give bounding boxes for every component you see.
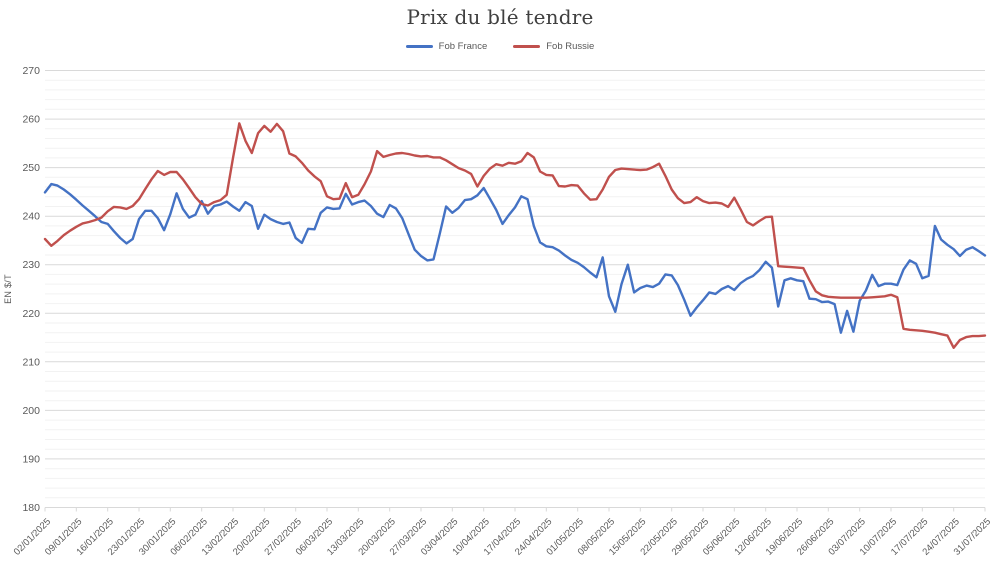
chart-legend: Fob France Fob Russie: [0, 41, 1000, 52]
y-tick-label: 250: [22, 162, 40, 174]
minor-gridlines: [45, 79, 985, 499]
series-line-fob-russie: [43, 122, 987, 349]
legend-item-fob-france: Fob France: [405, 41, 488, 52]
y-tick-label: 260: [22, 114, 40, 126]
legend-swatch-fob-france: [405, 45, 433, 48]
legend-swatch-fob-russie: [513, 45, 541, 48]
x-axis: [44, 507, 986, 512]
major-gridlines: [45, 70, 985, 508]
y-tick-label: 270: [22, 65, 40, 77]
series-line-fob-france: [43, 182, 987, 334]
chart-title: Prix du blé tendre: [406, 5, 594, 29]
y-tick-label: 200: [22, 405, 40, 417]
y-tick-label: 190: [22, 453, 40, 465]
y-tick-label: 220: [22, 308, 40, 320]
y-tick-label: 210: [22, 356, 40, 368]
y-tick-label: 230: [22, 259, 40, 271]
legend-label-fob-russie: Fob Russie: [546, 41, 595, 52]
y-tick-label: 180: [22, 502, 40, 514]
y-tick-label: 240: [22, 211, 40, 223]
legend-item-fob-russie: Fob Russie: [513, 41, 594, 52]
x-axis-labels: 02/01/202509/01/202516/01/202523/01/2025…: [12, 516, 993, 557]
y-axis-labels: 180 190 200 210 220 230 240 250 260 270: [22, 65, 40, 514]
y-axis-title: EN $/T: [3, 274, 13, 304]
legend-label-fob-france: Fob France: [438, 41, 488, 52]
